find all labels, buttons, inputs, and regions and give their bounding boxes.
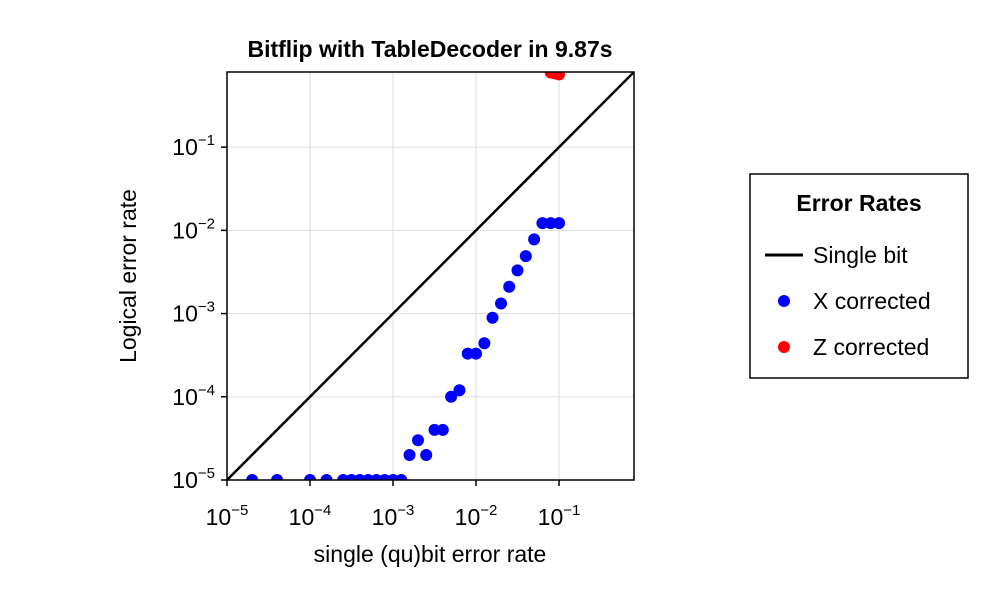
x-tick-label: 10−2 (455, 502, 498, 530)
y-axis-label: Logical error rate (115, 189, 141, 363)
y-tick-label: 10−5 (172, 465, 215, 493)
legend-label-single-bit: Single bit (813, 242, 908, 268)
point-x-corrected (478, 337, 491, 350)
point-x-corrected (453, 384, 466, 397)
series-clip-group (227, 72, 634, 480)
series-layer (227, 72, 634, 480)
x-tick-label: 10−1 (538, 502, 581, 530)
y-tick-label: 10−4 (172, 382, 215, 410)
y-tick-label: 10−2 (172, 215, 215, 243)
x-tick-label: 10−5 (206, 502, 249, 530)
legend: Error Rates Single bit X corrected Z cor… (749, 173, 969, 379)
x-axis-label: single (qu)bit error rate (314, 541, 547, 567)
point-x-corrected (445, 390, 458, 403)
legend-title: Error Rates (796, 190, 921, 216)
point-x-corrected (553, 217, 566, 230)
y-tick-label: 10−1 (172, 132, 215, 160)
point-x-corrected (544, 217, 557, 230)
legend-marker-z-corrected (778, 341, 790, 353)
plot-frame (226, 71, 635, 481)
point-x-corrected (428, 423, 441, 436)
point-x-corrected (320, 474, 333, 480)
point-x-corrected (536, 217, 549, 230)
point-x-corrected (519, 250, 532, 263)
point-x-corrected (403, 448, 416, 461)
legend-label-x-corrected: X corrected (813, 288, 931, 314)
point-x-corrected (436, 423, 449, 436)
point-x-corrected (495, 297, 508, 310)
legend-marker-x-corrected (778, 295, 790, 307)
point-x-corrected (304, 474, 317, 480)
x-axis-ticks: 10−5 10−4 10−3 10−2 10−1 (206, 480, 581, 530)
point-x-corrected (511, 264, 524, 277)
point-x-corrected (503, 280, 516, 293)
point-x-corrected (461, 347, 474, 360)
plot-area: 10−5 10−4 10−3 10−2 10−1 10−510−410−310−210−… (172, 71, 635, 530)
point-x-corrected (528, 233, 541, 246)
y-axis-ticks: 10−5 10−4 10−3 10−2 10−1 (172, 132, 227, 493)
point-z-corrected (553, 72, 566, 81)
x-tick-label: 10−3 (372, 502, 415, 530)
point-x-corrected (246, 474, 259, 480)
point-x-corrected (395, 474, 408, 480)
point-x-corrected (271, 474, 284, 480)
legend-label-z-corrected: Z corrected (813, 334, 929, 360)
x-tick-label: 10−4 (289, 502, 332, 530)
point-x-corrected (470, 347, 483, 360)
chart-title: Bitflip with TableDecoder in 9.87s (247, 36, 612, 62)
y-tick-label: 10−3 (172, 299, 215, 327)
point-x-corrected (420, 448, 433, 461)
point-x-corrected (412, 434, 425, 447)
series-line-single-bit (227, 72, 634, 480)
point-x-corrected (486, 311, 499, 324)
